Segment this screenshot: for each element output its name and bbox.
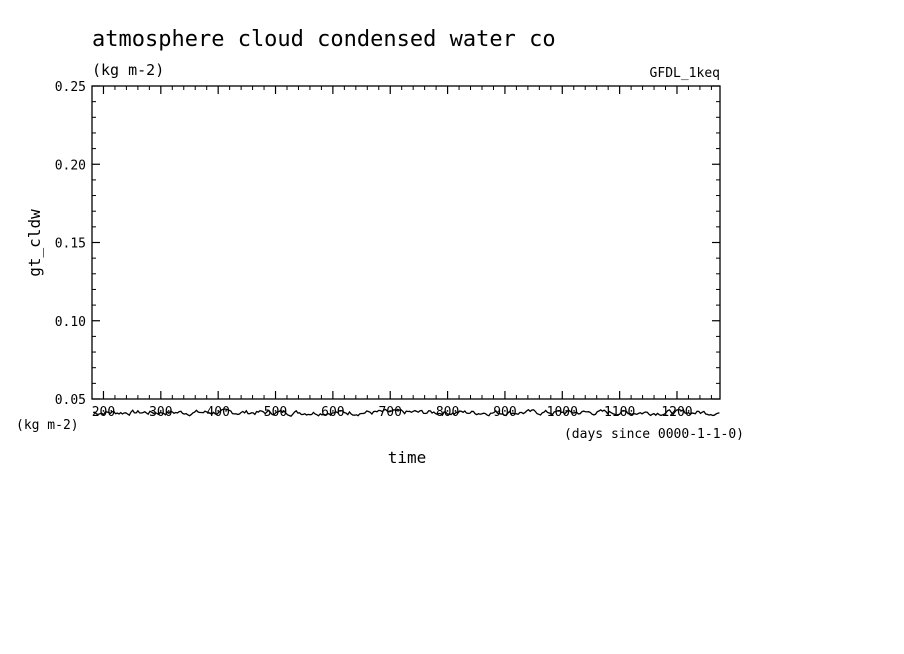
x-tick-label: 1200	[661, 405, 692, 420]
chart-subtitle: (kg m-2)	[92, 61, 164, 79]
y-tick-label: 0.25	[55, 80, 86, 95]
y-tick-label: 0.10	[55, 315, 86, 330]
y-tick-label: 0.15	[55, 237, 86, 252]
x-tick-label: 900	[493, 405, 516, 420]
y-tick-label: 0.05	[55, 393, 86, 408]
y-axis-label: gt_cldw	[25, 209, 44, 277]
x-axis-ticks: 200 300 400 500 600 700 800 900 1000 1100 1200	[91, 86, 712, 420]
y-units-label: (kg m-2)	[16, 418, 79, 433]
plot-border	[91, 85, 721, 400]
x-axis-label: time	[388, 448, 427, 467]
x-tick-label: 700	[378, 405, 401, 420]
source-label: GFDL_1keq	[650, 66, 720, 81]
x-tick-label: 200	[92, 405, 115, 420]
chart-title: atmosphere cloud condensed water co	[92, 27, 556, 52]
x-tick-label: 800	[436, 405, 459, 420]
series-layer	[92, 408, 720, 417]
plot-frame	[91, 85, 721, 400]
series-line	[92, 408, 720, 417]
x-units-label: (days since 0000-1-1-0)	[564, 427, 744, 442]
x-tick-label: 1100	[604, 405, 635, 420]
y-axis-ticks: 0.05 0.10 0.15 0.20 0.25	[55, 80, 720, 408]
y-tick-label: 0.20	[55, 158, 86, 173]
